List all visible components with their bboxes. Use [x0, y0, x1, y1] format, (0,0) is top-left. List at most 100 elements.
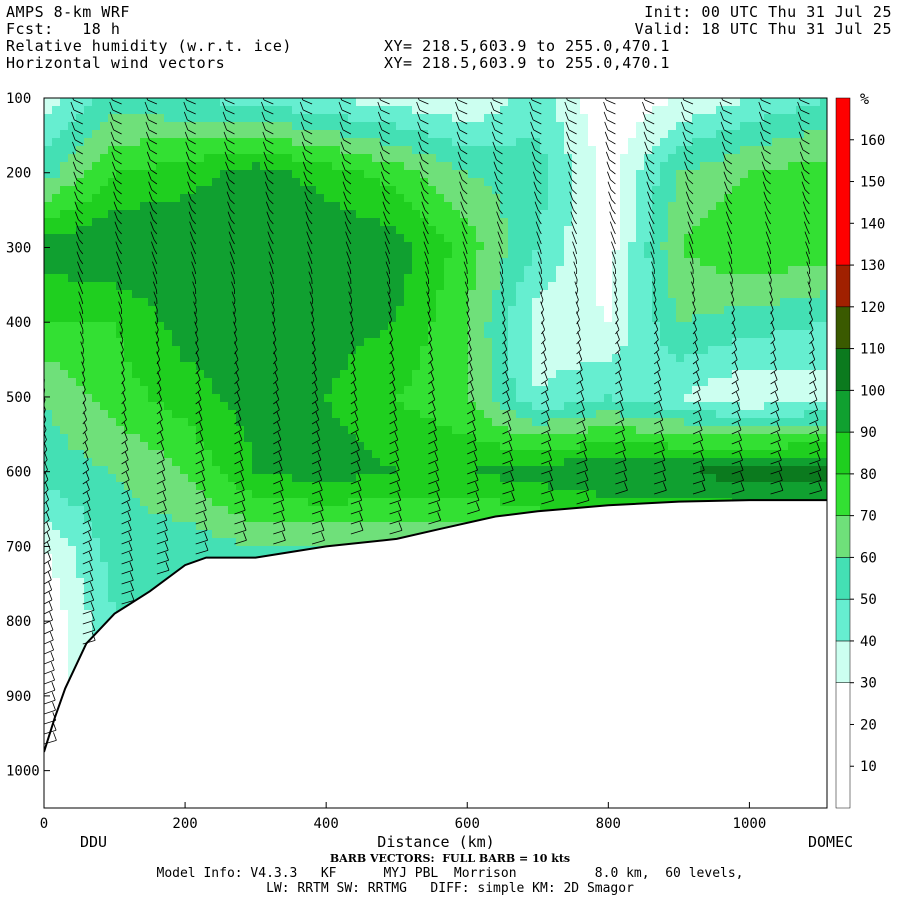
rh-cell	[356, 506, 365, 515]
rh-cell	[356, 98, 365, 107]
rh-cell	[412, 346, 421, 355]
rh-cell	[316, 194, 325, 203]
rh-cell	[340, 450, 349, 459]
rh-cell	[108, 314, 117, 323]
rh-cell	[76, 386, 85, 395]
rh-cell	[108, 490, 117, 499]
rh-cell	[380, 442, 389, 451]
rh-cell	[452, 394, 461, 403]
rh-cell	[188, 490, 197, 499]
rh-cell	[212, 530, 221, 539]
rh-cell	[228, 402, 237, 411]
rh-cell	[84, 610, 93, 619]
rh-cell	[284, 210, 293, 219]
rh-cell	[372, 210, 381, 219]
rh-cell	[252, 194, 261, 203]
rh-cell	[316, 450, 325, 459]
rh-cell	[268, 546, 277, 555]
rh-cell	[164, 322, 173, 331]
rh-cell	[44, 426, 53, 435]
rh-cell	[140, 306, 149, 315]
rh-cell	[300, 202, 309, 211]
rh-cell	[260, 346, 269, 355]
rh-cell	[444, 114, 453, 123]
rh-cell	[292, 338, 301, 347]
rh-cell	[132, 554, 141, 563]
rh-cell	[380, 234, 389, 243]
rh-cell	[52, 306, 61, 315]
rh-cell	[156, 490, 165, 499]
rh-cell	[76, 194, 85, 203]
rh-cell	[276, 226, 285, 235]
rh-cell	[140, 442, 149, 451]
rh-cell	[212, 234, 221, 243]
rh-cell	[316, 538, 325, 547]
rh-cell	[188, 290, 197, 299]
rh-cell	[84, 138, 93, 147]
rh-cell	[172, 162, 181, 171]
rh-cell	[364, 490, 373, 499]
rh-cell	[180, 482, 189, 491]
rh-cell	[68, 538, 77, 547]
rh-cell	[308, 282, 317, 291]
rh-cell	[108, 98, 117, 107]
rh-cell	[68, 346, 77, 355]
rh-cell	[188, 450, 197, 459]
rh-cell	[300, 218, 309, 227]
rh-cell	[332, 378, 341, 387]
rh-cell	[420, 154, 429, 163]
rh-cell	[212, 538, 221, 547]
rh-cell	[260, 194, 269, 203]
rh-cell	[244, 234, 253, 243]
rh-cell	[452, 162, 461, 171]
rh-cell	[420, 106, 429, 115]
rh-cell	[340, 394, 349, 403]
rh-cell	[108, 234, 117, 243]
rh-cell	[52, 490, 61, 499]
rh-cell	[220, 378, 229, 387]
rh-cell	[244, 210, 253, 219]
rh-cell	[268, 378, 277, 387]
rh-cell	[244, 402, 253, 411]
rh-cell	[404, 474, 413, 483]
rh-cell	[220, 202, 229, 211]
rh-cell	[148, 330, 157, 339]
rh-cell	[244, 410, 253, 419]
rh-cell	[52, 386, 61, 395]
rh-cell	[172, 514, 181, 523]
rh-cell	[332, 242, 341, 251]
rh-cell	[300, 410, 309, 419]
rh-cell	[476, 498, 485, 507]
rh-cell	[348, 202, 357, 211]
rh-cell	[468, 146, 477, 155]
rh-cell	[60, 202, 69, 211]
rh-cell	[404, 362, 413, 371]
rh-cell	[292, 178, 301, 187]
rh-cell	[124, 202, 133, 211]
rh-cell	[356, 370, 365, 379]
rh-cell	[316, 210, 325, 219]
rh-cell	[84, 450, 93, 459]
rh-cell	[260, 458, 269, 467]
rh-cell	[132, 410, 141, 419]
rh-cell	[196, 274, 205, 283]
rh-cell	[460, 338, 469, 347]
rh-cell	[396, 242, 405, 251]
rh-cell	[44, 450, 53, 459]
rh-cell	[244, 506, 253, 515]
rh-cell	[372, 418, 381, 427]
rh-cell	[204, 514, 213, 523]
rh-cell	[380, 106, 389, 115]
rh-cell	[140, 338, 149, 347]
rh-cell	[428, 138, 437, 147]
rh-cell	[116, 378, 125, 387]
rh-cell	[60, 498, 69, 507]
rh-cell	[332, 258, 341, 267]
rh-cell	[108, 138, 117, 147]
rh-cell	[180, 322, 189, 331]
rh-cell	[76, 186, 85, 195]
rh-cell	[484, 234, 493, 243]
rh-cell	[348, 514, 357, 523]
rh-cell	[332, 370, 341, 379]
rh-cell	[276, 146, 285, 155]
